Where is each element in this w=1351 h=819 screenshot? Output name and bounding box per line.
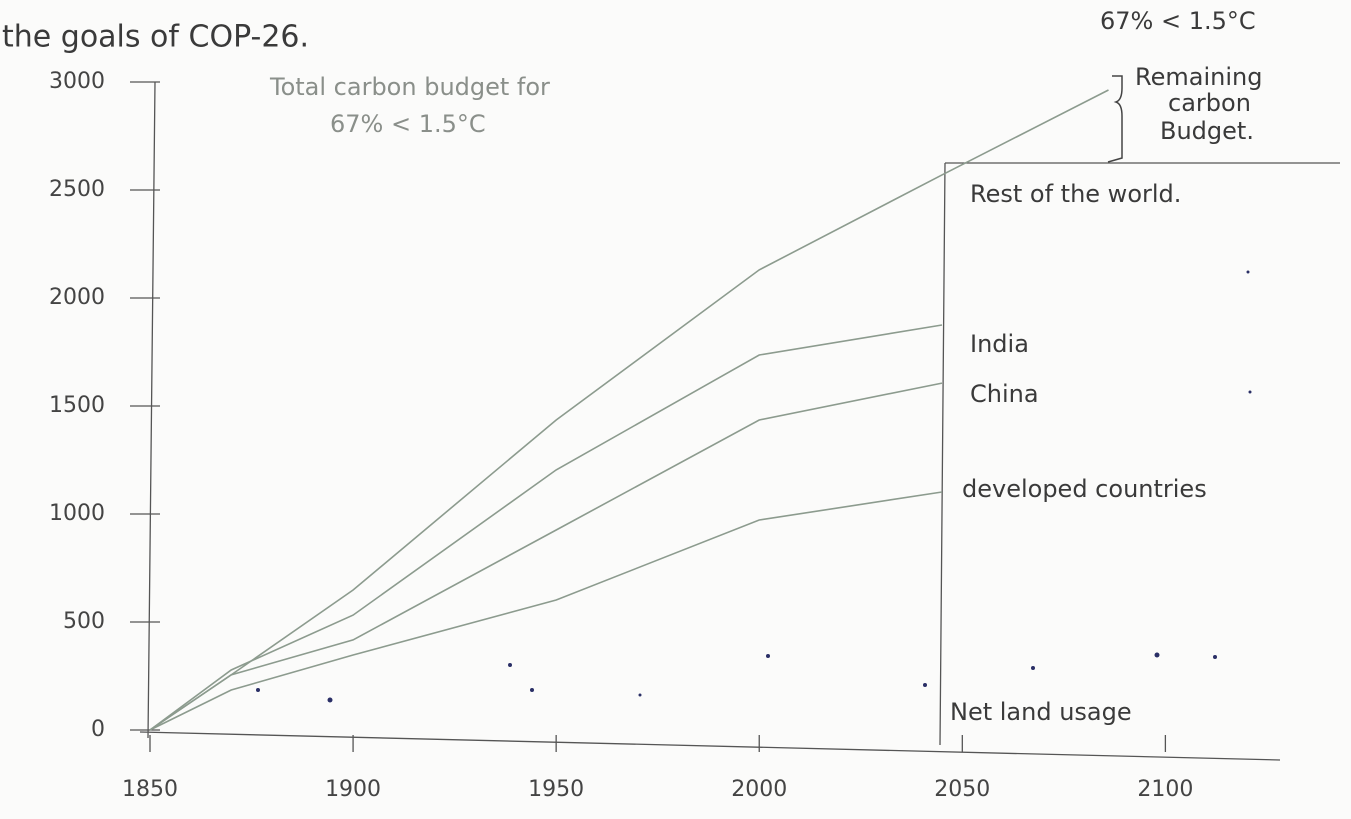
- y-tick-label: 500: [63, 609, 105, 634]
- series-line: [150, 325, 942, 730]
- x-tick-label: 2050: [934, 777, 990, 802]
- chart-subtitle: 67% < 1.5°C: [1100, 7, 1256, 35]
- x-tick-label: 2000: [731, 777, 787, 802]
- x-tick-label: 2100: [1137, 777, 1193, 802]
- y-tick-label: 2500: [49, 177, 105, 202]
- region-label: Net land usage: [950, 698, 1132, 726]
- series-line: [150, 492, 942, 730]
- remaining-label: Remaining: [1135, 63, 1262, 91]
- y-tick-label: 1000: [49, 501, 105, 526]
- annotation: 67% < 1.5°C: [330, 110, 486, 138]
- y-tick-label: 1500: [49, 393, 105, 418]
- series-label: developed countries: [962, 475, 1207, 503]
- bracket: [1108, 76, 1122, 162]
- y-tick-label: 3000: [49, 69, 105, 94]
- remaining-label: carbon: [1168, 89, 1251, 117]
- x-tick-label: 1850: [122, 777, 178, 802]
- series-line: [150, 383, 942, 730]
- series-label: China: [970, 380, 1039, 408]
- region-label: Rest of the world.: [970, 180, 1181, 208]
- y-tick-label: 0: [91, 717, 105, 742]
- series-label: India: [970, 330, 1029, 358]
- x-tick-label: 1900: [325, 777, 381, 802]
- remaining-label: Budget.: [1160, 117, 1254, 145]
- region-box: [940, 163, 1340, 745]
- chart-title: the goals of COP-26.: [2, 20, 309, 55]
- annotation: Total carbon budget for: [269, 73, 550, 101]
- y-tick-label: 2000: [49, 285, 105, 310]
- series-line: [150, 90, 1109, 730]
- x-tick-label: 1950: [528, 777, 584, 802]
- chart: the goals of COP-26. 67% < 1.5°C Total c…: [0, 0, 1351, 819]
